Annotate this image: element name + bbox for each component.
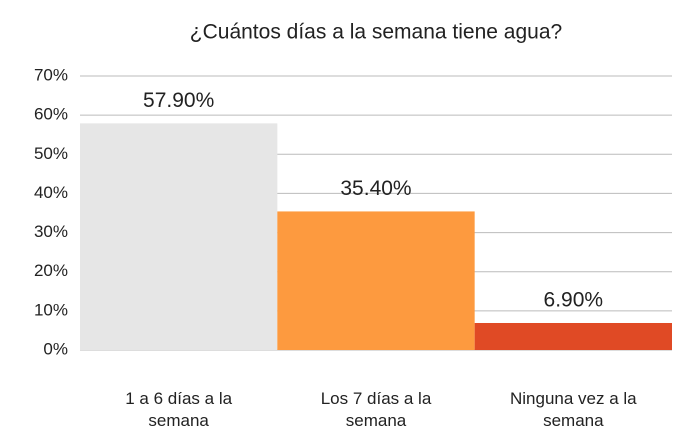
x-tick-label: Los 7 días a la semana	[320, 389, 432, 430]
value-label: 35.40%	[340, 177, 411, 200]
y-tick-label: 60%	[34, 105, 68, 124]
y-tick-label: 50%	[34, 144, 68, 163]
y-tick-label: 40%	[34, 183, 68, 202]
bar	[277, 211, 475, 350]
y-tick-label: 10%	[34, 300, 68, 319]
chart-title: ¿Cuántos días a la semana tiene agua?	[190, 21, 562, 44]
value-label: 57.90%	[143, 89, 214, 112]
bar	[80, 123, 278, 350]
value-label: 6.90%	[544, 289, 604, 312]
bar	[474, 322, 672, 350]
x-tick-label: Ninguna vez a la semana	[510, 389, 637, 430]
y-tick-label: 20%	[34, 261, 68, 280]
y-tick-label: 0%	[43, 339, 68, 358]
x-tick-label: 1 a 6 días a la semana	[125, 389, 233, 430]
y-tick-label: 70%	[34, 65, 68, 84]
y-tick-label: 30%	[34, 222, 68, 241]
